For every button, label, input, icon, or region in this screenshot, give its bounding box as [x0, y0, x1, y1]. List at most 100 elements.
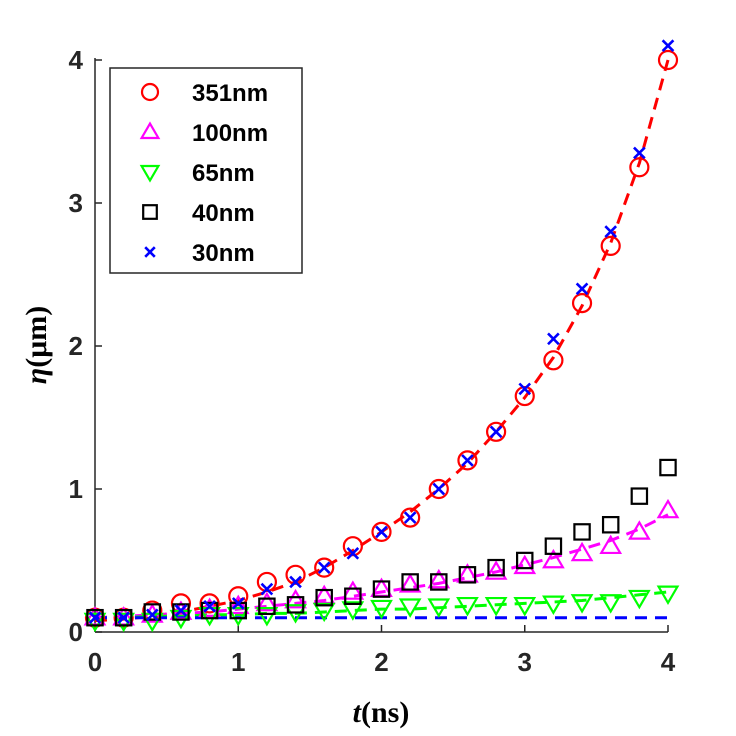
x-tick-label: 2 — [374, 647, 388, 677]
data-point-40nm — [344, 587, 362, 605]
data-point-65nm — [312, 602, 336, 623]
data-point-30nm — [547, 332, 560, 346]
data-point-30nm — [403, 511, 417, 524]
data-point-65nm — [398, 598, 422, 618]
data-point-40nm — [487, 558, 505, 577]
data-point-65nm — [255, 606, 279, 627]
data-point-40nm — [458, 566, 477, 584]
data-point-40nm — [515, 551, 534, 570]
data-point-30nm — [203, 599, 216, 613]
data-point-100nm — [284, 588, 307, 609]
data-point-351nm — [543, 350, 564, 371]
data-point-100nm — [542, 548, 565, 569]
data-point-30nm — [289, 575, 302, 589]
x-tick-label: 4 — [661, 647, 676, 677]
data-point-351nm — [314, 557, 335, 578]
y-tick-label: 1 — [69, 474, 83, 504]
data-point-351nm — [256, 571, 277, 593]
data-point-40nm — [601, 515, 620, 534]
data-point-100nm — [627, 520, 651, 540]
data-point-351nm — [629, 157, 650, 178]
legend-box — [109, 67, 303, 274]
data-point-65nm — [599, 594, 623, 614]
data-point-40nm — [315, 588, 333, 607]
data-point-40nm — [86, 608, 104, 627]
legend-label-65nm: 65nm — [192, 160, 255, 187]
data-point-40nm — [573, 523, 591, 541]
data-point-100nm — [599, 534, 623, 555]
data-point-100nm — [427, 568, 451, 589]
y-axis-label: η(μm) — [20, 306, 53, 384]
data-point-40nm — [659, 458, 677, 477]
x-axis-label-unit: (ns) — [361, 696, 409, 729]
legend-marker-40nm — [142, 204, 158, 220]
data-point-40nm — [258, 597, 276, 616]
data-point-351nm — [428, 478, 449, 500]
data-point-65nm — [542, 595, 565, 616]
ticks: 0 1 2 3 4 0 1 2 3 4 — [69, 45, 676, 677]
y-axis-label-var: η — [20, 368, 53, 384]
data-point-65nm — [370, 599, 393, 620]
data-point-40nm — [630, 487, 649, 505]
data-point-30nm — [117, 611, 130, 625]
data-point-100nm — [570, 541, 594, 562]
data-point-351nm — [400, 507, 421, 528]
data-point-40nm — [372, 580, 391, 598]
data-point-351nm — [457, 450, 478, 471]
legend-marker-351nm — [140, 82, 160, 102]
legend-marker-30nm — [144, 246, 156, 258]
data-point-30nm — [518, 382, 532, 396]
series-351nm — [84, 49, 679, 628]
data-point-30nm — [260, 582, 274, 596]
data-point-351nm — [199, 593, 220, 614]
legend-label-100nm: 100nm — [192, 120, 268, 147]
data-point-30nm — [604, 225, 618, 238]
data-point-65nm — [570, 594, 594, 614]
data-point-351nm — [486, 421, 507, 442]
data-point-65nm — [456, 596, 479, 617]
data-point-40nm — [200, 601, 219, 620]
fit-line-100nm — [94, 513, 669, 620]
data-point-351nm — [170, 593, 192, 614]
x-tick-label: 0 — [88, 647, 102, 677]
data-point-351nm — [571, 293, 593, 314]
series-40nm — [86, 458, 677, 627]
y-axis-label-unit: (μm) — [20, 306, 53, 368]
data-point-40nm — [143, 603, 162, 621]
data-point-65nm — [627, 589, 651, 610]
data-point-65nm — [484, 596, 508, 617]
legend-label-351nm: 351nm — [192, 80, 268, 107]
data-point-30nm — [633, 146, 646, 160]
data-point-100nm — [226, 594, 250, 615]
data-point-30nm — [346, 547, 360, 560]
data-point-351nm — [228, 586, 249, 607]
data-point-100nm — [513, 554, 537, 575]
data-point-351nm — [342, 536, 363, 557]
y-tick-label: 2 — [69, 331, 83, 361]
data-point-351nm — [514, 385, 535, 407]
data-point-100nm — [398, 573, 422, 593]
data-point-65nm — [226, 606, 250, 627]
data-point-40nm — [401, 573, 419, 591]
legend-marker-65nm — [139, 164, 161, 183]
data-point-100nm — [484, 560, 508, 580]
legend-marker-100nm — [139, 121, 161, 140]
data-point-30nm — [461, 454, 474, 467]
data-point-30nm — [88, 611, 102, 625]
data-point-30nm — [575, 282, 589, 296]
fit-line-65nm — [95, 590, 669, 620]
data-point-100nm — [341, 580, 365, 600]
data-point-30nm — [317, 561, 331, 574]
data-point-40nm — [286, 596, 305, 614]
data-point-351nm — [285, 564, 306, 585]
x-axis-label: t(ns) — [353, 696, 410, 729]
x-tick-label: 3 — [518, 647, 532, 677]
data-point-40nm — [172, 603, 190, 621]
data-point-30nm — [174, 604, 188, 617]
data-point-30nm — [489, 425, 503, 439]
legend-label-40nm: 40nm — [192, 200, 255, 227]
legend-label-30nm: 30nm — [192, 240, 255, 267]
legend: 351nm 100nm 65nm 40nm 30nm — [109, 67, 303, 274]
series-30nm — [88, 39, 675, 625]
